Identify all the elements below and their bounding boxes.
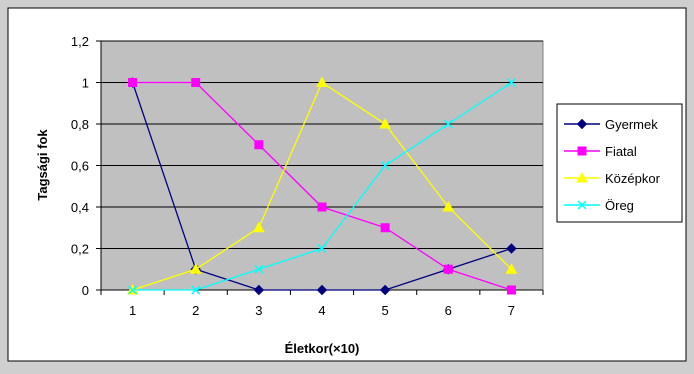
legend-entry: Gyermek [564, 117, 658, 132]
legend-marker [577, 200, 587, 210]
x-tick-label: 4 [318, 303, 325, 318]
x-tick-label: 5 [382, 303, 389, 318]
data-point [380, 223, 390, 233]
legend-label: Gyermek [605, 117, 658, 132]
data-point [443, 264, 453, 274]
x-tick-label: 2 [192, 303, 199, 318]
data-point [191, 285, 201, 295]
data-point [506, 77, 516, 88]
data-point [380, 160, 390, 171]
y-tick-label: 1,2 [71, 34, 89, 49]
y-axis-ticks: 0 0,2 0,4 0,6 0,8 1 1,2 [71, 34, 101, 298]
data-point [317, 202, 327, 212]
legend-marker [577, 146, 587, 156]
y-tick-label: 0 [82, 283, 89, 298]
legend-label: Középkor [605, 171, 661, 186]
x-axis-ticks: 1 2 3 4 5 6 7 [100, 290, 544, 318]
legend-marker [576, 171, 588, 183]
y-tick-label: 0,8 [71, 117, 89, 132]
data-point [443, 119, 453, 129]
legend-entry: Fiatal [564, 144, 637, 159]
data-point [505, 263, 518, 274]
y-tick-label: 0,2 [71, 242, 89, 257]
data-point [379, 117, 391, 129]
legend-marker [576, 118, 588, 130]
data-point [128, 78, 138, 87]
x-tick-label: 7 [508, 303, 515, 318]
series-layer [126, 76, 518, 296]
data-point [317, 243, 327, 254]
y-tick-label: 0,6 [71, 159, 89, 174]
series-k-z-pkor [126, 76, 518, 295]
x-tick-label: 3 [255, 303, 262, 318]
y-tick-label: 0,4 [71, 200, 89, 215]
data-point [316, 76, 328, 87]
x-tick-label: 6 [445, 303, 452, 318]
data-point [253, 284, 265, 296]
data-point [254, 264, 264, 274]
x-tick-label: 1 [129, 303, 136, 318]
data-point [506, 243, 517, 254]
data-point [189, 263, 202, 274]
legend-label: Fiatal [605, 144, 637, 159]
data-point [254, 140, 264, 150]
data-point [316, 284, 328, 296]
series--reg [128, 77, 516, 295]
y-tick-label: 1 [82, 76, 89, 91]
series-fiatal [128, 78, 516, 295]
data-point [442, 200, 455, 212]
data-point [379, 284, 391, 296]
legend-entry: Öreg [564, 198, 634, 213]
data-point [253, 221, 265, 233]
y-axis-label: Tagsági fok [35, 129, 50, 201]
x-axis-label: Életkor(×10) [285, 341, 360, 356]
legend: Gyermek Fiatal Középkor Öreg [564, 117, 661, 213]
legend-label: Öreg [605, 198, 634, 213]
data-point [128, 285, 138, 295]
legend-entry: Középkor [564, 171, 661, 186]
data-point [191, 78, 201, 87]
data-point [506, 285, 516, 295]
